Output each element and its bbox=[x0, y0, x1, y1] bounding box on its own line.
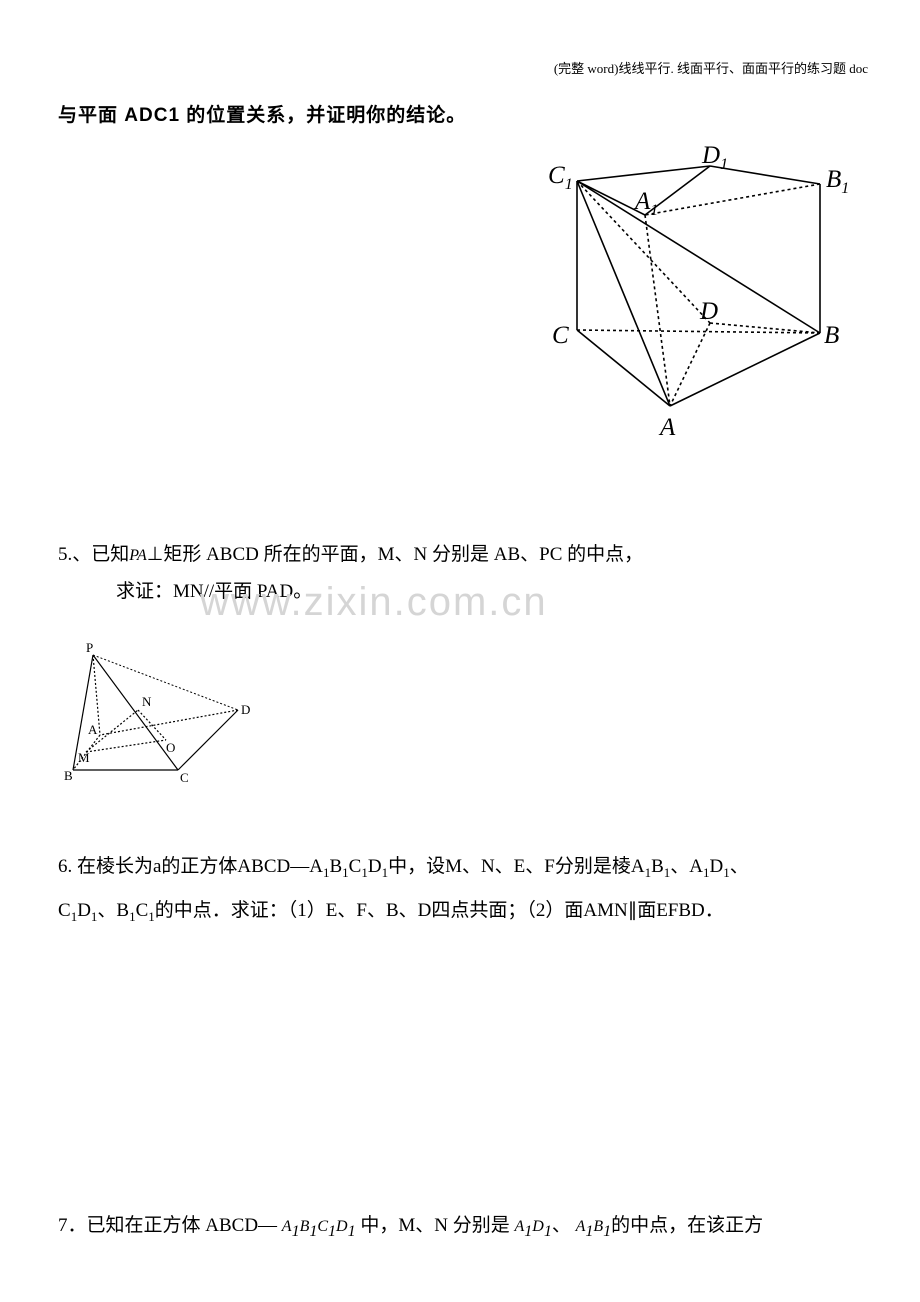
question-5: 5.、已知PA⊥矩形 ABCD 所在的平面，M、N 分别是 AB、PC 的中点， bbox=[58, 535, 643, 575]
label-A: A bbox=[88, 722, 98, 737]
q6-l1d2: D bbox=[710, 856, 724, 877]
q7-c: C bbox=[317, 1218, 328, 1235]
label-C1: C1 bbox=[548, 162, 573, 193]
label-B1: B1 bbox=[826, 166, 849, 197]
page-header: (完整 word)线线平行. 线面平行、面面平行的练习题 doc bbox=[554, 58, 868, 77]
question-6: 6. 在棱长为a的正方体ABCD—A1B1C1D1中，设M、N、E、F分别是棱A… bbox=[58, 845, 868, 932]
q6-l2d: D bbox=[77, 900, 91, 921]
label-D: D bbox=[241, 702, 250, 717]
label-M: M bbox=[78, 750, 90, 765]
q7-ab-b: B bbox=[593, 1218, 603, 1235]
prism-figure: C1 D1 B1 A1 C D B A bbox=[480, 143, 850, 443]
label-A1: A1 bbox=[633, 188, 658, 219]
q7-s4: 1 bbox=[348, 1223, 356, 1240]
q6-l1a: 6. 在棱长为a的正方体ABCD—A bbox=[58, 856, 323, 877]
q7-a: A bbox=[282, 1218, 292, 1235]
q7-t2: 中，M、N 分别是 bbox=[356, 1215, 515, 1236]
q6-l2c2: C bbox=[136, 900, 149, 921]
q6-l1e: 中，设M、N、E、F分别是棱A bbox=[388, 856, 645, 877]
q7-s1: 1 bbox=[292, 1223, 300, 1240]
q7-b: B bbox=[300, 1218, 310, 1235]
q7-s6: 1 bbox=[544, 1223, 552, 1240]
q7-ad-a: A bbox=[514, 1218, 524, 1235]
q7-s3: 1 bbox=[328, 1223, 336, 1240]
q6-l1g: 、 bbox=[730, 856, 749, 877]
q5-perp: ⊥ bbox=[147, 544, 164, 565]
q7-t3: 、 bbox=[552, 1215, 576, 1236]
question-7: 7．已知在正方体 ABCD— A1B1C1D1 中，M、N 分别是 A1D1、 … bbox=[58, 1210, 868, 1241]
label-C: C bbox=[552, 322, 569, 349]
label-N: N bbox=[142, 694, 152, 709]
q7-t4: 的中点，在该正方 bbox=[611, 1215, 763, 1236]
q6-l2a: C bbox=[58, 900, 71, 921]
q6-l1b2: B bbox=[651, 856, 664, 877]
q7-t1: 7．已知在正方体 ABCD— bbox=[58, 1215, 282, 1236]
q6-l1c: C bbox=[349, 856, 362, 877]
q6-l1b: B bbox=[329, 856, 342, 877]
q6-l1f: 、A bbox=[670, 856, 703, 877]
label-A: A bbox=[658, 414, 676, 441]
q6-l2b: 、B bbox=[97, 900, 129, 921]
q6-l1d: D bbox=[368, 856, 382, 877]
q5-t2: 矩形 ABCD 所在的平面，M、N 分别是 AB、PC 的中点， bbox=[163, 544, 643, 565]
q7-d: D bbox=[336, 1218, 348, 1235]
q5-pa: PA bbox=[129, 547, 146, 564]
label-O: O bbox=[166, 740, 175, 755]
label-Cc: C bbox=[180, 770, 189, 785]
q5-t1: 已知 bbox=[91, 544, 129, 565]
label-D1: D1 bbox=[701, 143, 728, 173]
pyramid-figure: P N D A M O B C bbox=[58, 640, 268, 790]
label-P: P bbox=[86, 640, 93, 655]
q7-s8: 1 bbox=[603, 1223, 611, 1240]
q6-l2c: 的中点．求证：（1）E、F、B、D四点共面；（2）面AMN∥面EFBD． bbox=[155, 900, 724, 921]
q7-ab-a: A bbox=[576, 1218, 586, 1235]
label-D: D bbox=[699, 298, 718, 325]
bold-continuation-line: 与平面 ADC1 的位置关系，并证明你的结论。 bbox=[58, 100, 466, 127]
watermark: www.zixin.com.cn bbox=[200, 580, 548, 625]
label-B: B bbox=[824, 322, 839, 349]
q5-num: 5.、 bbox=[58, 544, 91, 565]
q7-ad-d: D bbox=[532, 1218, 544, 1235]
label-B: B bbox=[64, 768, 73, 783]
